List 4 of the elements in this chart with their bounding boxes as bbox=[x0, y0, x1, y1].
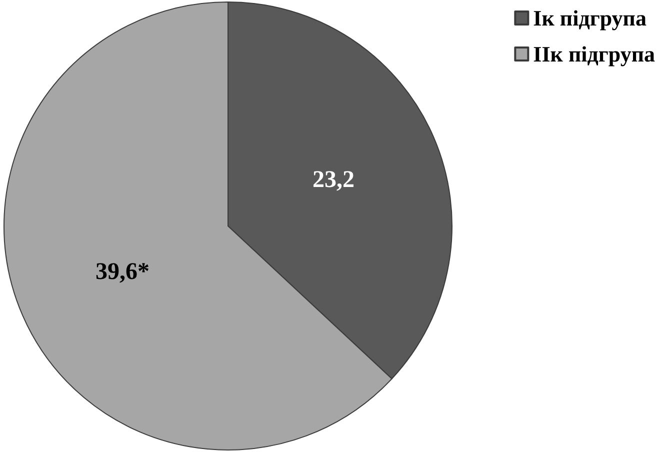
legend-label: ІІк підгрупа bbox=[533, 42, 655, 66]
data-label: 23,2 bbox=[312, 167, 354, 194]
data-label: 39,6* bbox=[96, 258, 150, 285]
legend-label: Ік підгрупа bbox=[533, 6, 646, 30]
